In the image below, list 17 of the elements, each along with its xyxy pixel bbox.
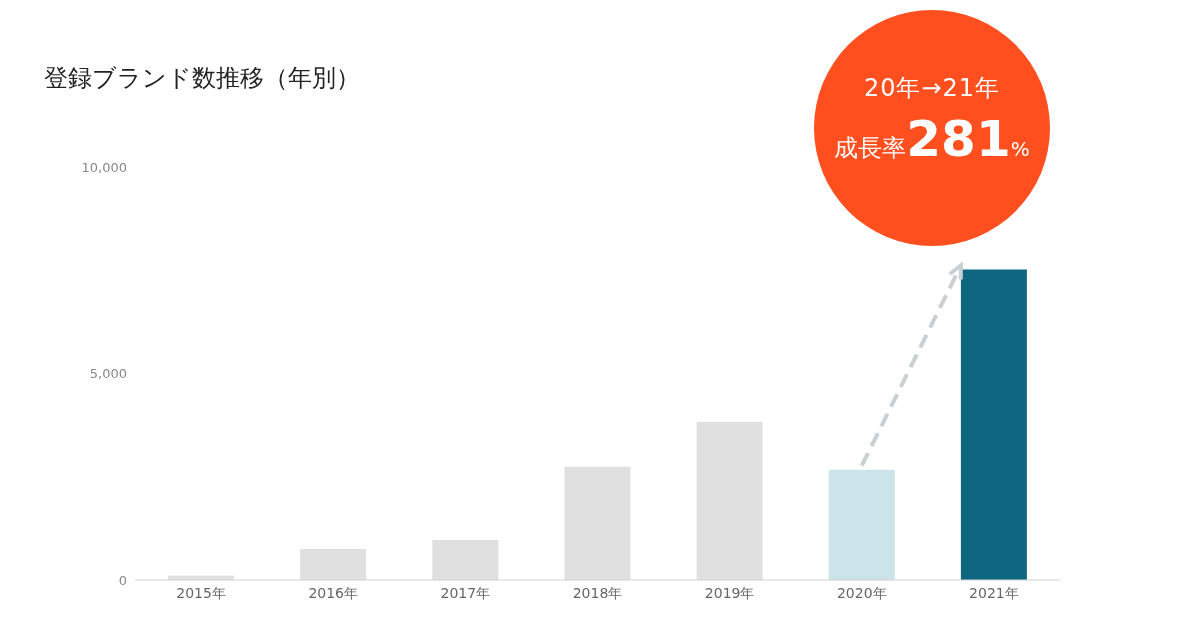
x-tick-label: 2015年 (176, 584, 226, 601)
bar (300, 549, 367, 580)
annotation: 成長率281% (834, 110, 1030, 168)
bar (696, 421, 763, 580)
y-tick-label: 0 (118, 572, 127, 588)
x-tick-label: 2020年 (836, 584, 887, 601)
x-tick-label: 2019年 (704, 584, 755, 601)
chart-title: 登録ブランド数推移（年別） (44, 63, 360, 94)
x-tick-label: 2021年 (969, 584, 1019, 601)
y-tick-label: 10,000 (81, 159, 127, 175)
x-tick-label: 2017年 (440, 584, 491, 601)
x-tick-label: 2018年 (572, 584, 623, 601)
x-tick-label: 2016年 (308, 584, 359, 601)
bar (432, 539, 499, 580)
text: 20年→21年 (862, 73, 1002, 104)
y-tick-label: 5,000 (89, 366, 127, 382)
bar (564, 466, 631, 580)
